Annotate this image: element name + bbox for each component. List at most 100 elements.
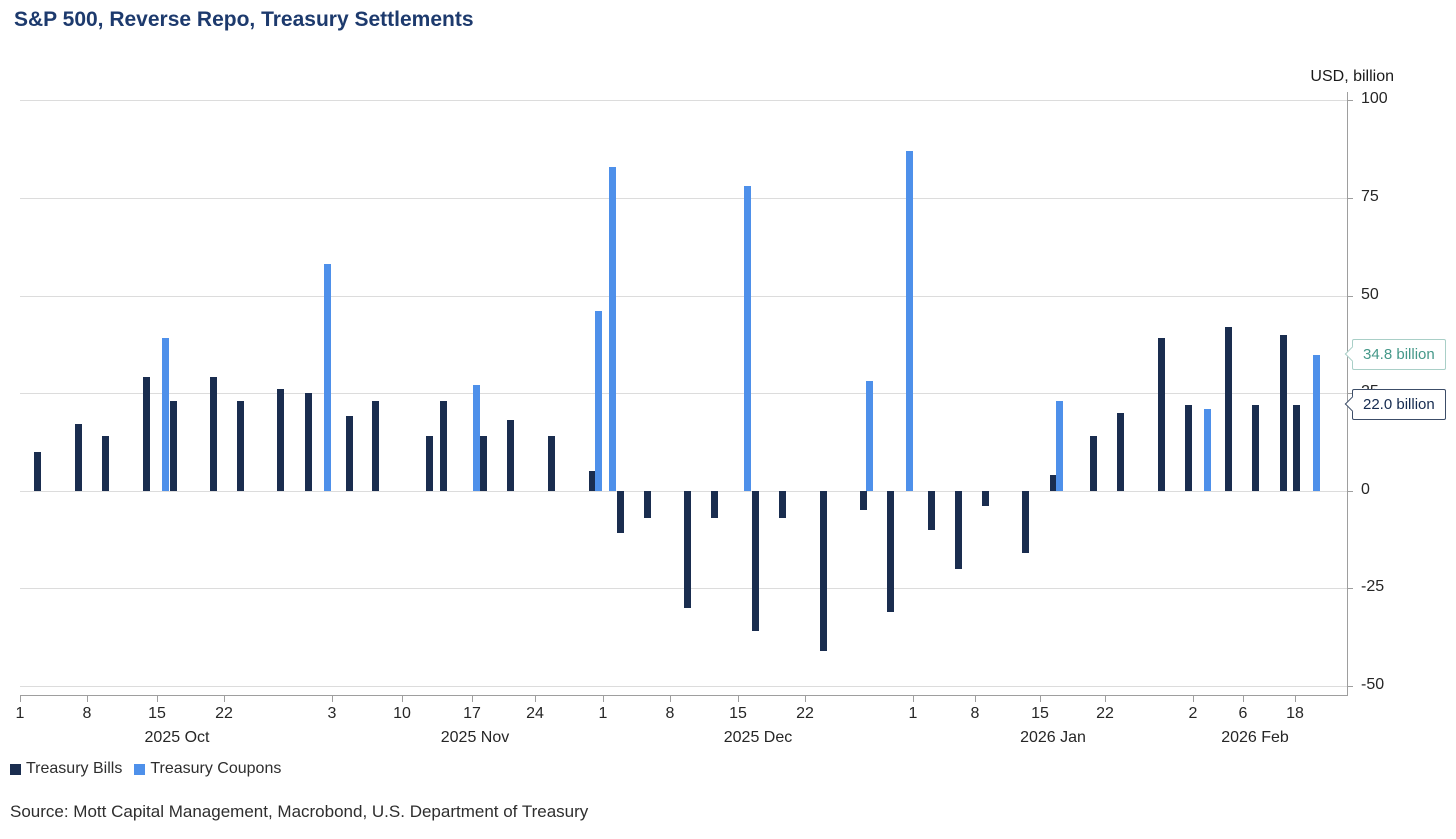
bar-treasury-bills	[425, 435, 433, 491]
x-tick-mark	[332, 696, 333, 702]
callout-label: 22.0 billion	[1363, 395, 1435, 413]
x-tick-mark	[1193, 696, 1194, 702]
bar-treasury-bills	[33, 451, 41, 491]
legend-label: Treasury Bills	[26, 760, 123, 777]
chart-title: S&P 500, Reverse Repo, Treasury Settleme…	[14, 8, 474, 31]
bar-treasury-coupons	[608, 166, 616, 491]
x-tick-label: 22	[1096, 705, 1114, 722]
legend-swatch-icon	[134, 763, 146, 775]
x-month-label: 2026 Feb	[1221, 729, 1289, 746]
bar-treasury-coupons	[905, 151, 913, 491]
x-tick-mark	[975, 696, 976, 702]
x-tick-label: 22	[215, 705, 233, 722]
plot-area: 1007550250-25-50181522310172418152218152…	[16, 88, 1388, 746]
x-tick-mark	[87, 696, 88, 702]
x-tick-mark	[535, 696, 536, 702]
bar-treasury-bills	[1049, 474, 1057, 491]
legend-swatch-icon	[10, 763, 21, 775]
bar-treasury-bills	[101, 435, 109, 491]
bar-treasury-bills	[683, 490, 691, 608]
bar-treasury-bills	[1184, 404, 1192, 491]
x-tick-label: 18	[1286, 705, 1304, 722]
x-tick-label: 1	[598, 705, 608, 722]
x-axis-line	[20, 695, 1348, 696]
legend-label: Treasury Coupons	[150, 760, 282, 777]
x-tick-mark	[805, 696, 806, 702]
bar-treasury-bills	[142, 377, 150, 491]
x-tick-mark	[1040, 696, 1041, 702]
x-tick-label: 10	[393, 705, 411, 722]
x-tick-mark	[913, 696, 914, 702]
x-month-label: 2025 Oct	[144, 729, 210, 746]
bar-treasury-bills	[506, 420, 514, 491]
y-tick-mark	[1347, 100, 1353, 102]
callout-treasury-bills-latest: 22.0 billion	[1344, 388, 1446, 420]
x-tick-label: 15	[1031, 705, 1049, 722]
bar-treasury-bills	[954, 490, 962, 569]
gridline	[20, 393, 1347, 395]
y-tick-mark	[1347, 588, 1353, 590]
bar-treasury-coupons	[865, 381, 873, 491]
y-tick-label: -50	[1361, 675, 1385, 693]
y-tick-mark	[1347, 490, 1353, 492]
y-tick-label: 50	[1361, 285, 1379, 303]
bar-treasury-bills	[886, 490, 894, 612]
x-tick-label: 1	[908, 705, 918, 722]
bar-treasury-bills	[276, 389, 284, 491]
x-tick-label: 24	[526, 705, 544, 722]
x-tick-mark	[20, 696, 21, 702]
x-tick-label: 17	[463, 705, 481, 722]
bar-treasury-bills	[616, 490, 624, 534]
y-tick-label: -25	[1361, 578, 1385, 596]
bar-treasury-bills	[643, 490, 651, 518]
bar-treasury-bills	[1251, 404, 1259, 491]
bar-treasury-coupons	[1055, 400, 1063, 491]
x-tick-mark	[670, 696, 671, 702]
bar-treasury-bills	[1116, 412, 1124, 491]
bar-treasury-bills	[1292, 404, 1300, 491]
x-tick-mark	[472, 696, 473, 702]
bar-treasury-bills	[371, 400, 379, 491]
bar-treasury-bills	[236, 400, 244, 491]
legend-item-treasury-coupons: Treasury Coupons	[134, 760, 281, 778]
bar-treasury-bills	[169, 400, 177, 491]
gridline	[20, 295, 1347, 297]
bar-treasury-bills	[710, 490, 718, 518]
x-tick-label: 8	[970, 705, 980, 722]
bar-treasury-bills	[588, 471, 596, 491]
x-tick-mark	[224, 696, 225, 702]
bar-treasury-bills	[778, 490, 786, 518]
y-tick-label: 75	[1361, 188, 1379, 205]
gridline	[20, 685, 1347, 687]
y-axis-line	[1347, 92, 1348, 696]
gridline	[20, 100, 1347, 102]
x-tick-mark	[1243, 696, 1244, 702]
legend-item-treasury-bills: Treasury Bills	[10, 760, 122, 778]
bar-treasury-coupons	[594, 311, 602, 491]
x-tick-label: 6	[1238, 705, 1248, 722]
bar-treasury-bills	[479, 435, 487, 491]
y-tick-mark	[1347, 685, 1353, 687]
bar-treasury-bills	[819, 490, 827, 651]
x-tick-mark	[1105, 696, 1106, 702]
x-tick-label: 15	[148, 705, 166, 722]
bar-treasury-bills	[1157, 338, 1165, 491]
bar-treasury-bills	[859, 490, 867, 511]
bar-treasury-bills	[439, 400, 447, 491]
x-tick-label: 1	[15, 705, 25, 722]
x-month-label: 2025 Dec	[723, 729, 793, 746]
x-tick-label: 2	[1188, 705, 1198, 722]
x-month-label: 2025 Nov	[440, 729, 510, 746]
x-tick-label: 22	[796, 705, 814, 722]
bar-treasury-coupons	[472, 385, 480, 491]
bar-treasury-bills	[1021, 490, 1029, 553]
source-text: Source: Mott Capital Management, Macrobo…	[10, 802, 589, 821]
x-tick-label: 8	[665, 705, 675, 722]
y-axis-title: USD, billion	[1310, 68, 1394, 85]
bar-treasury-coupons	[161, 338, 169, 491]
callout-treasury-coupons-latest: 34.8 billion	[1344, 338, 1446, 370]
gridline	[20, 198, 1347, 199]
y-tick-mark	[1347, 198, 1353, 199]
y-tick-label: 100	[1361, 90, 1388, 108]
bar-treasury-coupons	[743, 186, 751, 491]
